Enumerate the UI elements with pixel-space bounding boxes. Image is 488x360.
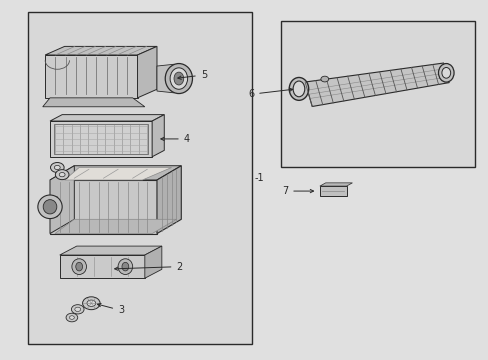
Ellipse shape	[170, 68, 187, 89]
Ellipse shape	[82, 297, 100, 310]
Ellipse shape	[165, 64, 192, 94]
Ellipse shape	[441, 67, 450, 78]
Polygon shape	[55, 219, 176, 234]
Text: 7: 7	[282, 186, 313, 196]
Ellipse shape	[438, 64, 453, 82]
Ellipse shape	[72, 259, 86, 274]
Bar	[54, 124, 148, 154]
Ellipse shape	[87, 300, 96, 306]
Polygon shape	[137, 46, 157, 98]
Ellipse shape	[75, 307, 81, 311]
Text: 2: 2	[114, 262, 183, 272]
Polygon shape	[319, 183, 352, 186]
Polygon shape	[50, 197, 57, 217]
Polygon shape	[64, 167, 171, 180]
Polygon shape	[60, 246, 162, 255]
Ellipse shape	[59, 172, 65, 177]
Polygon shape	[144, 246, 162, 278]
Ellipse shape	[320, 76, 328, 82]
Polygon shape	[45, 46, 157, 55]
Ellipse shape	[122, 262, 128, 271]
Polygon shape	[60, 255, 144, 278]
Polygon shape	[50, 166, 74, 234]
Ellipse shape	[38, 195, 62, 219]
Ellipse shape	[69, 316, 74, 319]
Ellipse shape	[43, 200, 57, 214]
Ellipse shape	[54, 165, 60, 170]
Polygon shape	[50, 114, 164, 121]
Polygon shape	[157, 166, 181, 234]
Ellipse shape	[55, 170, 69, 180]
Ellipse shape	[174, 72, 183, 85]
Ellipse shape	[71, 305, 84, 314]
Ellipse shape	[50, 162, 64, 172]
Polygon shape	[50, 180, 157, 234]
Text: 3: 3	[97, 303, 124, 315]
Ellipse shape	[76, 262, 82, 271]
Polygon shape	[42, 98, 144, 107]
Polygon shape	[157, 64, 174, 93]
Polygon shape	[50, 166, 181, 180]
Ellipse shape	[118, 259, 132, 274]
Text: 4: 4	[161, 134, 189, 144]
Polygon shape	[152, 114, 164, 157]
Polygon shape	[305, 63, 448, 107]
Text: -1: -1	[254, 173, 264, 183]
Ellipse shape	[288, 77, 308, 100]
Polygon shape	[319, 186, 346, 196]
Polygon shape	[45, 55, 137, 98]
Ellipse shape	[66, 313, 78, 322]
Polygon shape	[50, 121, 152, 157]
Bar	[281, 21, 474, 167]
Text: 5: 5	[178, 70, 206, 80]
Text: 6: 6	[247, 88, 292, 99]
Bar	[28, 12, 251, 344]
Ellipse shape	[292, 81, 304, 97]
